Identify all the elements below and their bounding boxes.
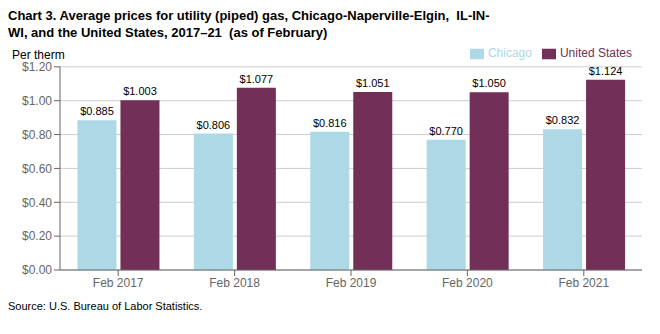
html-text:Source: U.S. Bureau of Labor S: Source: U.S. Bureau of Labor Statistics. [8,299,203,312]
svg-text:$0.60: $0.60 [22,161,52,175]
svg-text:$0.20: $0.20 [22,229,52,243]
html-text:Chart 3. Average prices for ut: Chart 3. Average prices for utility (pip… [8,8,490,23]
svg-text:$1.077: $1.077 [240,72,274,84]
html-text:Chicago: Chicago [487,45,532,60]
html-text:WI, and the United States, 201: WI, and the United States, 2017–21 (as o… [8,24,328,40]
svg-text:$0.816: $0.816 [313,117,347,129]
svg-text:$0.40: $0.40 [22,195,52,209]
svg-text:$1.051: $1.051 [356,77,390,89]
svg-text:$0.806: $0.806 [197,118,231,130]
svg-text:$0.770: $0.770 [429,124,463,136]
svg-text:Feb 2017: Feb 2017 [93,275,144,289]
svg-text:$1.124: $1.124 [589,64,623,76]
html-text:Per therm: Per therm [12,47,65,62]
svg-text:$1.003: $1.003 [123,85,157,97]
svg-text:$1.00: $1.00 [22,94,52,108]
svg-text:$1.050: $1.050 [472,77,506,89]
svg-text:$1.20: $1.20 [22,60,52,74]
svg-text:$0.00: $0.00 [22,263,52,277]
svg-text:Feb 2020: Feb 2020 [442,275,493,289]
svg-text:Feb 2019: Feb 2019 [326,275,377,289]
svg-text:Feb 2021: Feb 2021 [558,275,609,289]
svg-text:$0.80: $0.80 [22,128,52,142]
svg-text:$0.832: $0.832 [546,114,580,126]
svg-text:Feb 2018: Feb 2018 [209,275,260,289]
svg-text:$0.885: $0.885 [80,105,114,117]
html-text:United States: United States [560,45,632,60]
